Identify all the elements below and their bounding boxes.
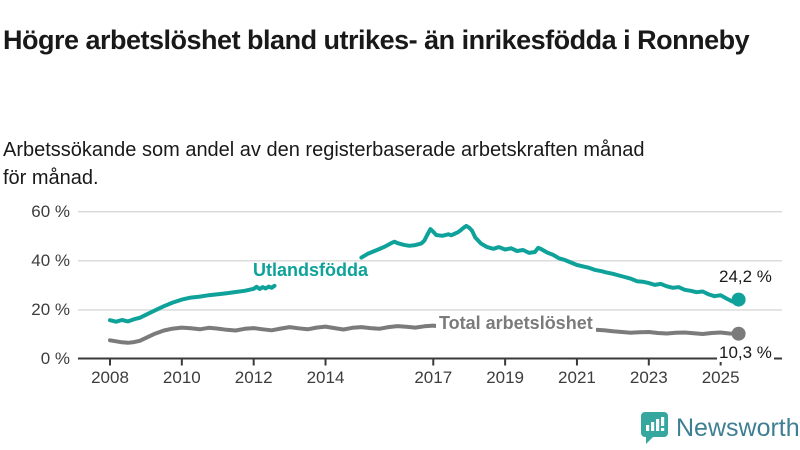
- x-tick-label: 2017: [414, 368, 453, 387]
- y-tick-label: 0 %: [40, 349, 70, 368]
- newsworthy-logo-text: Newsworthy: [676, 413, 800, 442]
- x-tick-label: 2012: [234, 368, 273, 387]
- x-tick-label: 2019: [486, 368, 525, 387]
- x-tick-label: 2025: [701, 368, 740, 387]
- y-tick-label: 40 %: [31, 250, 70, 270]
- x-tick-label: 2023: [629, 368, 668, 387]
- x-tick-label: 2008: [91, 368, 129, 387]
- page-title: Högre arbetslöshet bland utrikes- än inr…: [3, 25, 750, 56]
- newsworthy-bar-chart-speech-bubble-icon: [641, 412, 668, 444]
- x-tick-label: 2010: [162, 368, 201, 387]
- newsworthy-logo: Newsworthy: [640, 411, 800, 444]
- series-label-total-arbetsloshet: Total arbetslöshet: [436, 312, 596, 334]
- series-label-utlandsfodda: Utlandsfödda: [253, 260, 368, 280]
- chart-subtitle: Arbetssökande som andel av den registerb…: [3, 139, 645, 189]
- x-tick-label: 2021: [558, 368, 596, 387]
- end-value-label-utlandsfodda: 24,2 %: [717, 267, 774, 286]
- y-tick-label: 20 %: [31, 299, 70, 319]
- y-tick-label: 60 %: [31, 201, 70, 221]
- end-value-label-total: 10,3 %: [717, 343, 774, 362]
- x-tick-label: 2014: [306, 368, 345, 387]
